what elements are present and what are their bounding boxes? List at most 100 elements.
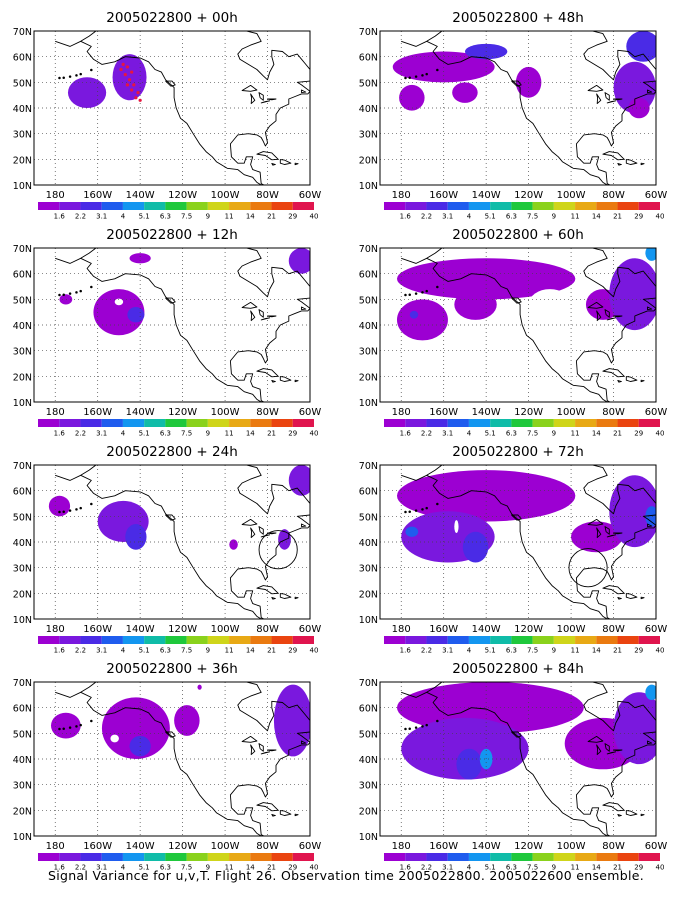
lat-tick-label: 20N	[359, 372, 378, 383]
lat-tick-label: 10N	[13, 615, 32, 626]
lat-tick-label: 70N	[13, 27, 32, 38]
colorbar: 1.6 2.2 3.1 4 5.1 6.3 7.5 9 11 14 21 29 40	[384, 202, 664, 221]
great-lake	[250, 527, 256, 539]
aleutian-island	[408, 727, 411, 730]
colorbar-swatch	[638, 202, 660, 210]
forecast-panel: 2005022800 + 72h 70N 60N 50N 40N 30N 20N 10N 180…	[359, 444, 668, 655]
colorbar-label: 5.1	[485, 213, 496, 221]
great-lake	[604, 526, 610, 535]
lat-tick-label: 30N	[359, 564, 378, 575]
variance-contour	[454, 289, 497, 320]
colorbar-swatch	[80, 202, 102, 210]
island	[294, 596, 299, 600]
lat-tick-label: 30N	[13, 781, 32, 792]
lon-tick-label: 160W	[429, 624, 458, 635]
observation-dot	[119, 67, 123, 72]
colorbar-swatch	[405, 202, 427, 210]
lat-tick-label: 20N	[13, 589, 32, 600]
lat-tick-label: 60N	[359, 53, 378, 64]
variance-field	[67, 54, 147, 108]
great-lake	[260, 100, 271, 104]
aleutian-island	[436, 719, 439, 723]
coastline-north-america	[80, 465, 310, 619]
great-lake	[606, 100, 617, 104]
lat-tick-label: 50N	[13, 729, 32, 740]
observation-dot	[138, 98, 142, 102]
colorbar-label: 1.6	[400, 647, 412, 655]
lat-tick-label: 50N	[359, 78, 378, 89]
colorbar-label: 3.1	[96, 213, 107, 221]
colorbar-label: 11	[571, 864, 580, 872]
variance-gap	[110, 734, 119, 743]
great-lake	[613, 98, 623, 101]
variance-contour	[452, 82, 478, 103]
variance-contour	[101, 697, 170, 759]
island	[617, 162, 622, 166]
gridlines	[380, 465, 656, 619]
colorbar-label: 14	[592, 647, 601, 655]
coastline-north-america	[80, 682, 310, 836]
colorbar-swatch	[59, 853, 81, 861]
great-lake	[587, 301, 604, 309]
lat-tick-label: 20N	[13, 806, 32, 817]
lon-tick-label: 160W	[83, 624, 112, 635]
colorbar-label: 7.5	[527, 647, 538, 655]
colorbar-swatch	[165, 853, 187, 861]
colorbar-swatch	[186, 853, 208, 861]
colorbar-swatch	[207, 636, 230, 644]
aleutian-island	[436, 502, 439, 506]
great-lake	[258, 743, 264, 752]
variance-contour	[626, 31, 656, 62]
lat-tick-label: 50N	[359, 512, 378, 523]
lon-tick-label: 180	[46, 841, 65, 852]
variance-contour	[67, 77, 107, 108]
colorbar-label: 11	[225, 864, 234, 872]
island	[279, 810, 292, 816]
lat-tick-label: 60N	[359, 704, 378, 715]
colorbar-label: 2.2	[75, 430, 86, 438]
forecast-panel: 2005022800 + 00h 70N 60N 50N 40N 30N 20N 10N 180…	[13, 10, 322, 221]
colorbar-swatch	[165, 202, 187, 210]
colorbar-label: 40	[656, 430, 665, 438]
aleutian-island	[404, 727, 407, 731]
aleutian-island	[408, 76, 411, 79]
colorbar-swatch	[553, 419, 576, 427]
observation-dot	[121, 62, 125, 66]
lon-tick-label: 80W	[602, 190, 625, 201]
colorbar-swatch	[165, 419, 187, 427]
colorbar-label: 11	[571, 430, 580, 438]
target-circle	[258, 530, 298, 570]
island	[165, 514, 176, 521]
colorbar-label: 3.1	[96, 430, 107, 438]
colorbar-swatch	[617, 636, 639, 644]
colorbar-swatch	[144, 636, 166, 644]
colorbar-swatch	[292, 419, 314, 427]
colorbar-label: 9	[552, 864, 556, 872]
colorbar-swatch	[638, 853, 660, 861]
colorbar-swatch	[122, 853, 145, 861]
colorbar-swatch	[250, 853, 272, 861]
colorbar-label: 4	[467, 647, 472, 655]
lat-tick-label: 10N	[13, 832, 32, 843]
colorbar-label: 14	[592, 864, 601, 872]
colorbar-swatch	[80, 636, 102, 644]
great-lake	[241, 735, 258, 743]
colorbar-label: 6.3	[160, 647, 171, 655]
lon-tick-label: 120W	[168, 841, 197, 852]
aleutian-island	[404, 510, 407, 514]
colorbar-swatch	[447, 636, 469, 644]
island	[165, 731, 176, 738]
variance-field	[50, 684, 310, 759]
coastline	[55, 465, 310, 619]
colorbar-swatch	[617, 202, 639, 210]
lon-tick-label: 180	[392, 841, 411, 852]
lat-tick-label: 10N	[359, 398, 378, 409]
lon-tick-label: 120W	[514, 624, 543, 635]
colorbar-swatch	[490, 419, 512, 427]
lat-tick-label: 20N	[359, 589, 378, 600]
colorbar-label: 1.6	[400, 430, 412, 438]
forecast-panel: 2005022800 + 84h 70N 60N 50N 40N 30N 20N 10N 180…	[359, 661, 668, 872]
lat-tick-label: 60N	[359, 487, 378, 498]
colorbar-swatch	[229, 853, 251, 861]
lat-tick-label: 40N	[359, 104, 378, 115]
